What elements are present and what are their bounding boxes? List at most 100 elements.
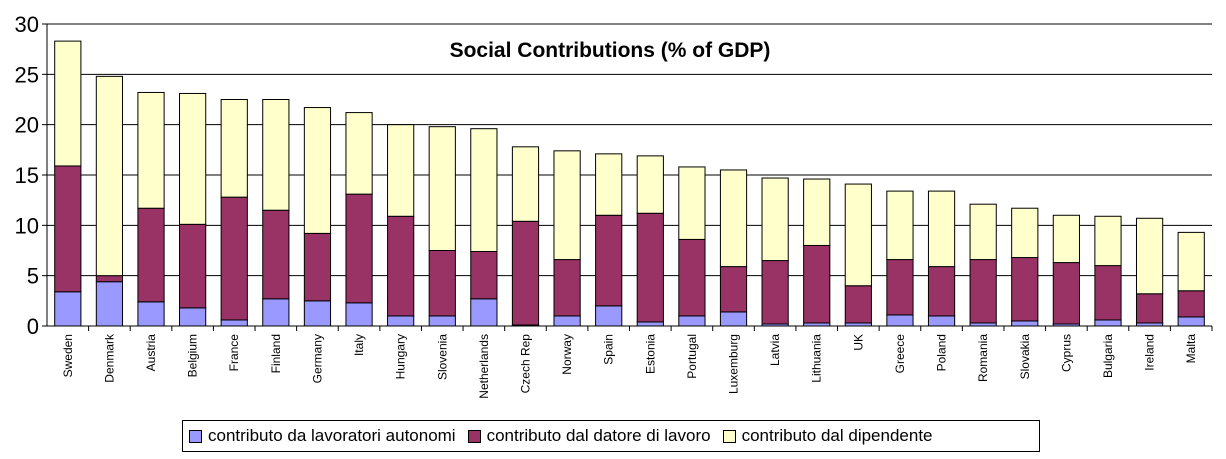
- legend-label: contributo da lavoratori autonomi: [208, 426, 456, 445]
- bar-segment: [54, 165, 82, 293]
- bar-segment: [927, 315, 956, 327]
- x-tick-label: Hungary: [394, 334, 408, 379]
- x-tick-label: Slovakia: [1018, 334, 1032, 380]
- bar-segment: [1094, 319, 1122, 327]
- y-tick-label: 15: [15, 163, 39, 188]
- legend-item-employer: contributo dal datore di lavoro: [467, 426, 711, 446]
- x-tick-label: France: [227, 334, 241, 372]
- bar-segment: [678, 315, 706, 327]
- bar-segment: [719, 169, 748, 268]
- bar-segment: [345, 193, 373, 304]
- y-tick-label: 30: [15, 12, 39, 37]
- bar-segment: [886, 190, 914, 261]
- bar-segment: [95, 75, 124, 277]
- x-tick-label: Latvia: [768, 334, 782, 366]
- x-tick-label: Austria: [144, 334, 158, 372]
- bar-segment: [1135, 293, 1164, 324]
- x-tick-label: Germany: [310, 334, 324, 383]
- x-tick-label: Greece: [893, 334, 907, 374]
- bar-segment: [137, 91, 165, 209]
- bar-segment: [553, 150, 581, 261]
- bar-segment: [553, 315, 581, 327]
- legend-item-employee: contributo dal dipendente: [722, 426, 933, 446]
- bar-segment: [1094, 265, 1122, 321]
- x-tick-label: Finland: [269, 334, 283, 373]
- y-tick-label: 0: [27, 314, 39, 339]
- y-axis: 0 5 10 15 20 25 30: [15, 12, 48, 339]
- x-tick-label: Netherlands: [477, 334, 491, 399]
- bar-segment: [595, 305, 623, 327]
- legend-label: contributo dal datore di lavoro: [486, 426, 711, 445]
- y-tick-label: 25: [15, 62, 39, 87]
- bar-segment: [636, 321, 664, 327]
- x-tick-label: Romania: [976, 334, 990, 382]
- bar-segment: [470, 128, 498, 253]
- bar-segment: [387, 124, 415, 217]
- y-tick-label: 20: [15, 113, 39, 138]
- bar-segment: [179, 223, 207, 309]
- bar-segment: [761, 177, 789, 262]
- bar-segment: [137, 207, 165, 303]
- y-tick-label: 5: [27, 264, 39, 289]
- bars: [54, 40, 1205, 327]
- bar-segment: [761, 260, 789, 325]
- bar-segment: [1011, 257, 1039, 322]
- bar-segment: [220, 319, 248, 327]
- bar-segment: [303, 232, 332, 302]
- x-tick-label: Poland: [935, 334, 949, 371]
- bar-segment: [54, 291, 82, 327]
- x-tick-label: Ireland: [1143, 334, 1157, 371]
- bar-segment: [678, 166, 706, 240]
- legend-label: contributo dal dipendente: [741, 426, 933, 445]
- bar-segment: [511, 220, 540, 326]
- bar-segment: [886, 259, 914, 316]
- bar-segment: [387, 215, 415, 317]
- bar-segment: [1177, 290, 1205, 318]
- bar-segment: [969, 259, 997, 324]
- legend-item-self-employed: contributo da lavoratori autonomi: [189, 426, 456, 446]
- bar-segment: [719, 266, 748, 313]
- bar-segment: [636, 212, 664, 323]
- bar-segment: [428, 315, 456, 327]
- bar-segment: [262, 209, 290, 300]
- bar-segment: [303, 107, 332, 234]
- chart-title: Social Contributions (% of GDP): [450, 39, 771, 62]
- x-tick-label: Spain: [602, 334, 616, 365]
- bar-segment: [262, 99, 290, 211]
- bar-segment: [220, 196, 248, 321]
- bar-segment: [636, 155, 664, 214]
- x-tick-label: Estonia: [643, 334, 657, 374]
- x-tick-label: Cyprus: [1059, 334, 1073, 372]
- bar-segment: [595, 153, 623, 216]
- x-tick-label: UK: [851, 334, 865, 351]
- bar-segment: [95, 275, 124, 283]
- x-tick-label: Norway: [560, 334, 574, 375]
- bar-segment: [387, 315, 415, 327]
- bar-segment: [803, 178, 831, 246]
- bar-segment: [345, 112, 373, 195]
- bar-segment: [428, 250, 456, 317]
- bar-segment: [844, 285, 872, 324]
- bar-segment: [137, 301, 165, 327]
- bar-segment: [345, 302, 373, 327]
- y-tick-label: 10: [15, 213, 39, 238]
- bar-segment: [595, 214, 623, 307]
- bar-segment: [1011, 207, 1039, 259]
- x-tick-label: Slovenia: [435, 334, 449, 380]
- bar-segment: [1135, 217, 1164, 295]
- bar-segment: [1177, 231, 1205, 292]
- x-tick-label: Czech Rep: [518, 334, 532, 394]
- x-tick-label: Denmark: [102, 333, 116, 383]
- bar-segment: [927, 190, 956, 268]
- bar-segment: [969, 203, 997, 261]
- x-axis: Sweden Denmark Austria Belgium France Finland…: [47, 325, 1213, 399]
- x-tick-label: Malta: [1184, 334, 1198, 364]
- bar-segment: [1052, 262, 1080, 325]
- bar-segment: [303, 300, 332, 327]
- bar-segment: [553, 259, 581, 317]
- bar-segment: [886, 314, 914, 327]
- bar-segment: [54, 40, 82, 167]
- bar-segment: [179, 92, 207, 225]
- legend-swatch: [467, 429, 481, 443]
